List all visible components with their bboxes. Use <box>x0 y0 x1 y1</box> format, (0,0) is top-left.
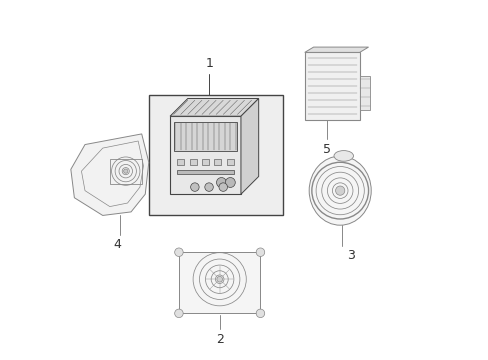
Bar <box>179 252 260 313</box>
Bar <box>173 122 237 151</box>
Circle shape <box>335 186 344 195</box>
Circle shape <box>225 177 235 188</box>
Circle shape <box>204 183 213 192</box>
Circle shape <box>123 169 128 173</box>
Text: 5: 5 <box>322 143 330 156</box>
Ellipse shape <box>333 150 353 161</box>
Polygon shape <box>241 99 258 194</box>
Circle shape <box>256 309 264 318</box>
Circle shape <box>219 183 227 192</box>
Text: 1: 1 <box>205 57 213 70</box>
Polygon shape <box>304 47 368 53</box>
Circle shape <box>256 248 264 256</box>
Bar <box>148 95 283 215</box>
Circle shape <box>174 309 183 318</box>
Bar <box>170 116 241 194</box>
Bar <box>177 170 233 174</box>
Polygon shape <box>170 99 258 116</box>
Text: 4: 4 <box>113 238 121 252</box>
Bar <box>110 159 142 184</box>
Bar <box>202 159 209 165</box>
Bar <box>226 159 233 165</box>
Bar <box>177 159 184 165</box>
Text: 3: 3 <box>346 249 354 262</box>
Text: 2: 2 <box>215 333 223 346</box>
Bar <box>359 76 369 110</box>
Circle shape <box>216 276 222 282</box>
Circle shape <box>190 183 199 192</box>
Bar <box>214 159 221 165</box>
Ellipse shape <box>308 156 370 225</box>
Circle shape <box>216 177 226 188</box>
Polygon shape <box>71 134 148 215</box>
Bar <box>189 159 196 165</box>
Circle shape <box>174 248 183 256</box>
Bar <box>304 53 359 120</box>
